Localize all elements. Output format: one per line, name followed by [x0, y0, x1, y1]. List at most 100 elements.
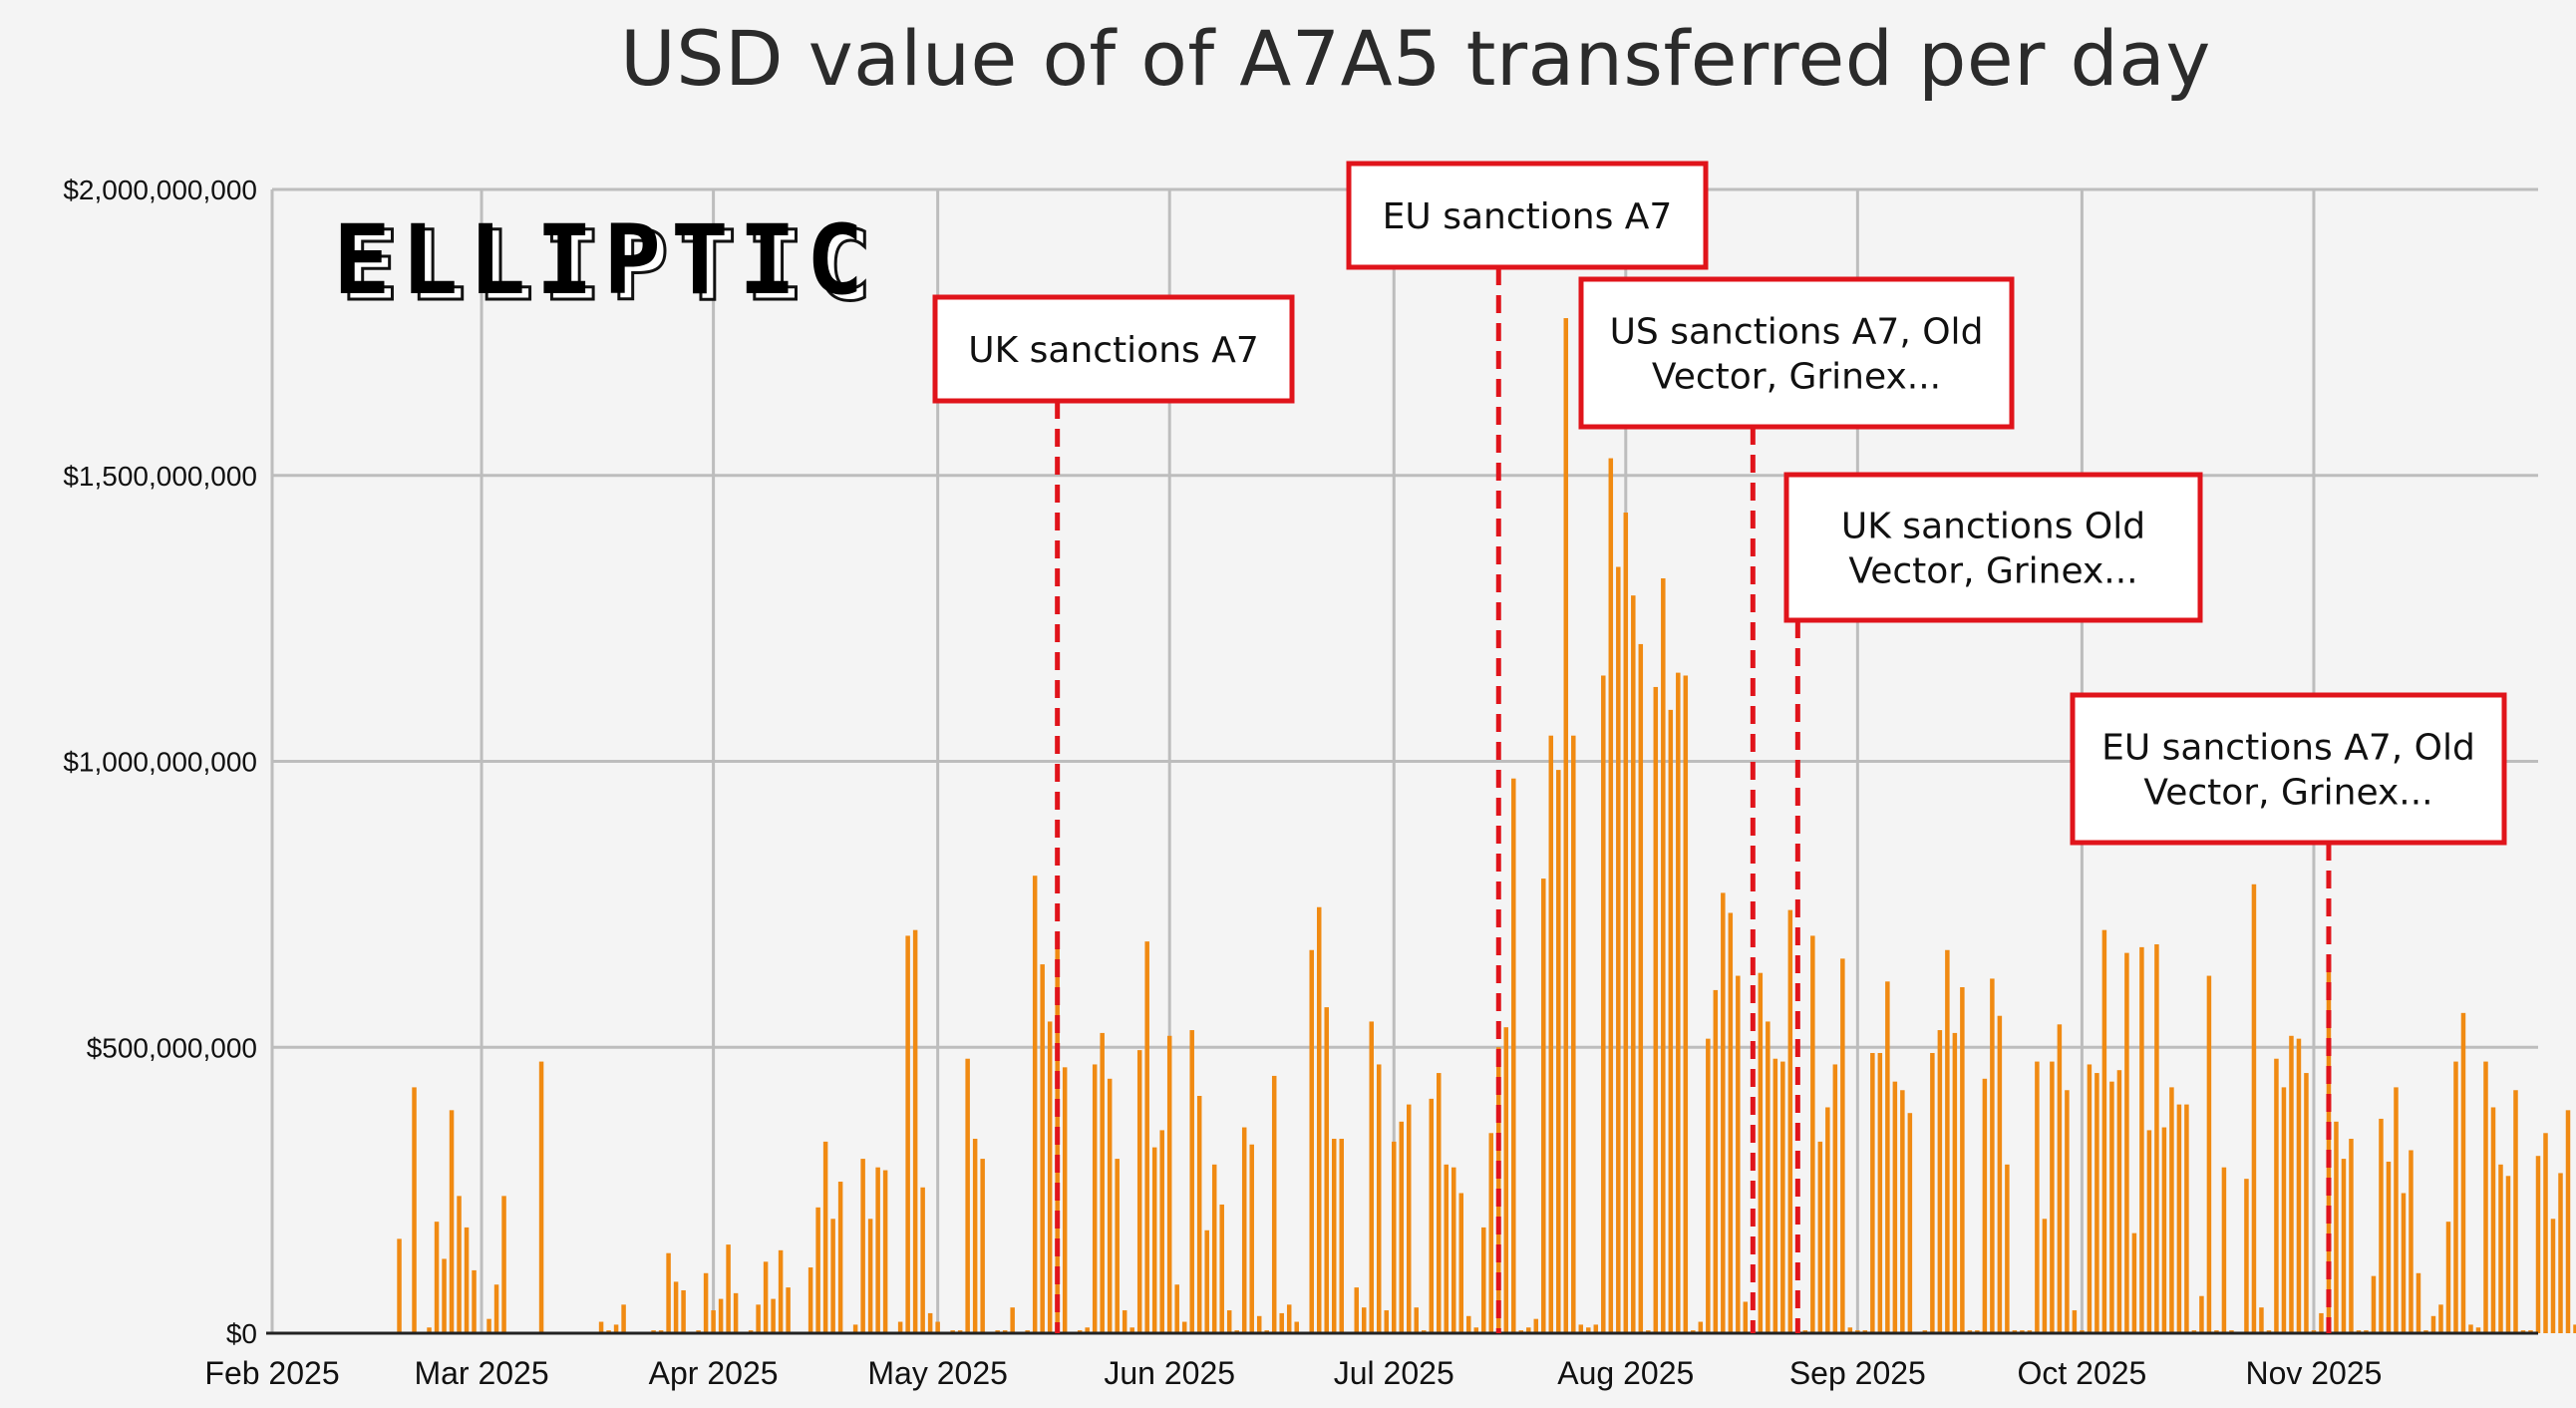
bar-0-39	[852, 1324, 858, 1333]
bar-0-19	[666, 1252, 671, 1333]
bar-0-81	[1204, 1230, 1209, 1333]
bar-0-99	[1354, 1287, 1359, 1333]
bar-0-57	[1010, 1307, 1015, 1333]
bar-0-61	[1047, 1021, 1053, 1333]
bar-0-37	[830, 1219, 835, 1333]
bar-0-147	[1713, 989, 1719, 1333]
bar-0-141	[1668, 709, 1674, 1333]
bar-0-170	[1885, 981, 1890, 1333]
bar-0-31	[771, 1298, 776, 1333]
bar-0-4	[442, 1258, 447, 1333]
bar-0-222	[2289, 1035, 2294, 1333]
bar-0-208	[2176, 1104, 2182, 1333]
bar-0-79	[1189, 1030, 1194, 1333]
bar-0-160	[1810, 935, 1815, 1333]
bar-0-257	[2550, 1219, 2556, 1333]
bar-0-11	[501, 1196, 506, 1333]
bar-0-224	[2304, 1073, 2309, 1333]
bar-0-69	[1115, 1159, 1120, 1333]
bar-0-71	[1129, 1327, 1134, 1333]
bar-0-197	[2094, 1073, 2099, 1333]
bar-0-209	[2184, 1104, 2189, 1333]
bar-0-125	[1548, 735, 1554, 1333]
bar-0-171	[1892, 1081, 1898, 1333]
bar-0-107	[1414, 1307, 1419, 1333]
x-tick-label-8: Oct 2025	[2017, 1355, 2146, 1391]
bar-0-44	[897, 1321, 903, 1333]
bar-0-217	[2251, 883, 2257, 1333]
bar-0-87	[1249, 1144, 1254, 1333]
bar-0-119	[1503, 1027, 1509, 1333]
bar-0-42	[875, 1167, 880, 1333]
bar-0-230	[2349, 1139, 2354, 1333]
bar-0-33	[786, 1287, 791, 1333]
bar-0-176	[1937, 1030, 1943, 1333]
x-tick-label-5: Jul 2025	[1334, 1355, 1454, 1391]
bar-0-207	[2169, 1087, 2174, 1333]
bar-0-86	[1241, 1127, 1247, 1333]
bar-0-16	[621, 1304, 626, 1333]
bar-0-128	[1571, 735, 1576, 1333]
bar-0-34	[807, 1267, 813, 1333]
bar-0-229	[2341, 1159, 2347, 1333]
bar-0-177	[1945, 949, 1950, 1333]
bar-0-105	[1399, 1121, 1404, 1333]
bar-0-92	[1286, 1304, 1292, 1333]
bar-0-155	[1772, 1058, 1778, 1333]
bar-0-221	[2281, 1087, 2287, 1333]
bar-0-168	[1870, 1052, 1875, 1333]
bar-0-184	[1997, 1015, 2003, 1333]
bar-0-54	[980, 1159, 985, 1333]
annotation-box-2	[1578, 276, 2015, 430]
annotation-label-3-1: Vector, Grinex...	[1848, 551, 2137, 592]
bar-0-204	[2146, 1130, 2152, 1333]
bar-0-29	[756, 1304, 761, 1333]
bar-0-251	[2505, 1176, 2511, 1333]
elliptic-logo: ELLIPTIC ELLIPTIC	[333, 204, 873, 324]
bar-0-162	[1825, 1107, 1830, 1333]
bar-0-30	[763, 1261, 769, 1333]
x-tick-label-9: Nov 2025	[2245, 1355, 2382, 1391]
bar-0-6	[457, 1196, 462, 1333]
bar-0-78	[1181, 1321, 1187, 1333]
y-tick-label-0: $0	[226, 1318, 257, 1349]
bar-0-25	[718, 1298, 724, 1333]
bar-0-130	[1586, 1327, 1591, 1333]
bar-0-5	[449, 1110, 455, 1333]
bar-0-206	[2161, 1127, 2167, 1333]
bar-0-75	[1159, 1130, 1164, 1333]
bar-0-244	[2453, 1061, 2458, 1333]
bar-0-117	[1488, 1133, 1494, 1333]
bar-0-112	[1451, 1167, 1456, 1333]
bar-0-8	[472, 1269, 477, 1333]
bar-0-0	[397, 1238, 402, 1333]
bar-0-149	[1728, 912, 1734, 1333]
bar-0-259	[2565, 1110, 2571, 1333]
bar-0-124	[1541, 879, 1546, 1333]
bar-0-173	[1907, 1113, 1913, 1333]
bar-0-131	[1593, 1324, 1599, 1333]
bar-0-127	[1563, 318, 1569, 1333]
bar-0-24	[711, 1310, 716, 1333]
annotation-box-0	[932, 294, 1295, 404]
bar-0-82	[1211, 1164, 1217, 1333]
bar-0-260	[2573, 1324, 2576, 1333]
bar-0-12	[538, 1061, 544, 1333]
bar-0-183	[1990, 978, 1995, 1333]
bar-0-140	[1661, 577, 1666, 1333]
bar-0-60	[1040, 964, 1045, 1333]
bar-0-146	[1706, 1038, 1711, 1333]
bar-0-83	[1219, 1204, 1224, 1333]
bar-0-134	[1616, 566, 1621, 1333]
bar-0-80	[1196, 1096, 1202, 1333]
bar-0-91	[1279, 1312, 1284, 1333]
y-tick-label-1: $500,000,000	[87, 1032, 257, 1063]
bar-0-72	[1136, 1050, 1142, 1333]
bar-0-21	[681, 1289, 686, 1333]
bar-0-216	[2244, 1179, 2249, 1333]
bar-0-48	[927, 1312, 933, 1333]
x-tick-label-0: Feb 2025	[204, 1355, 339, 1391]
bar-0-104	[1392, 1141, 1397, 1333]
bar-0-66	[1092, 1064, 1098, 1333]
